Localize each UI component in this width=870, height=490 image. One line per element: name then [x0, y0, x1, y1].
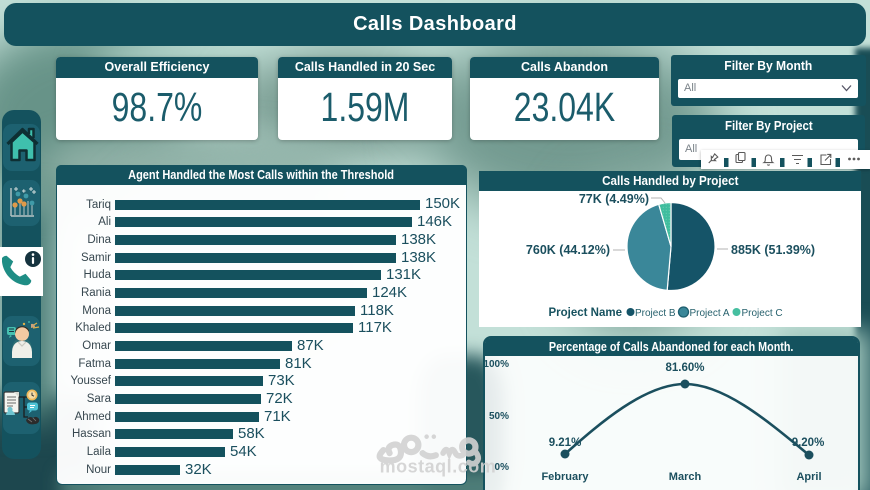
- svg-text:Project Name: Project Name: [548, 307, 622, 319]
- svg-text:March: March: [669, 471, 702, 483]
- svg-text:9.21%: 9.21%: [549, 437, 582, 449]
- svg-text:760K (44.12%): 760K (44.12%): [526, 243, 610, 257]
- svg-text:0%: 0%: [495, 462, 510, 473]
- svg-text:April: April: [796, 471, 821, 483]
- svg-text:81.60%: 81.60%: [665, 362, 704, 374]
- svg-text:Project A: Project A: [690, 308, 730, 319]
- svg-text:February: February: [541, 471, 589, 483]
- svg-text:Project C: Project C: [742, 308, 783, 319]
- svg-text:Project B: Project B: [635, 308, 676, 319]
- svg-text:9.20%: 9.20%: [792, 437, 825, 449]
- svg-text:100%: 100%: [485, 359, 509, 370]
- svg-text:77K (4.49%): 77K (4.49%): [579, 192, 649, 206]
- svg-text:mostaql.com: mostaql.com: [380, 457, 497, 477]
- svg-text:50%: 50%: [489, 411, 509, 422]
- svg-text:885K (51.39%): 885K (51.39%): [731, 243, 815, 257]
